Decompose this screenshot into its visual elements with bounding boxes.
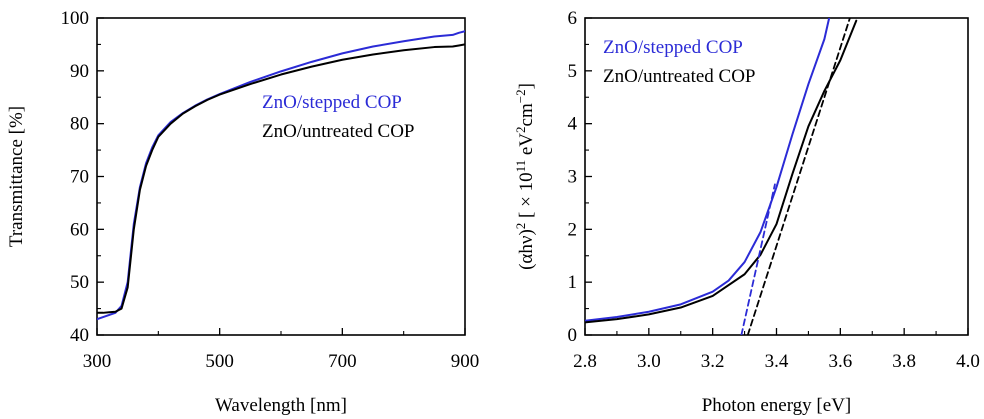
y-tick-label: 60: [70, 219, 89, 240]
y-tick-label: 3: [568, 167, 578, 188]
x-tick-label: 2.8: [573, 351, 597, 372]
fit-line-3: [746, 18, 851, 335]
x-tick-label: 300: [83, 351, 112, 372]
y-axis-title: (αhν)2 [ × 1011 eV2cm−2]: [513, 83, 538, 270]
y-axis-title: Transmittance [%]: [6, 106, 27, 247]
fit-line-2: [740, 183, 776, 335]
x-tick-label: 700: [328, 351, 357, 372]
legend-entry-0: ZnO/stepped COP: [262, 92, 402, 113]
y-tick-label: 4: [568, 114, 578, 135]
legend-entry-1: ZnO/untreated COP: [603, 66, 756, 87]
chart-tauc: 2.8 3.0 3.2 3.4 3.6 3.8 4.0 0 1 2 3 4 5 6 Photon energ…: [513, 8, 980, 416]
x-axis-title: Wavelength [nm]: [215, 395, 347, 416]
x-tick-label: 3.4: [765, 351, 789, 372]
x-tick-label: 3.0: [637, 351, 661, 372]
y-tick-label: 50: [70, 272, 89, 293]
y-tick-label: 100: [61, 8, 90, 29]
series-line-1: [585, 19, 858, 324]
chart-transmittance: 300 500 700 900 40 50 60 70 80 90 100 Wavelength [n…: [6, 8, 479, 416]
x-axis-title: Photon energy [eV]: [702, 395, 852, 416]
y-tick-label: 2: [568, 219, 578, 240]
y-tick-label: 80: [70, 114, 89, 135]
legend-entry-1: ZnO/untreated COP: [262, 121, 415, 142]
x-tick-label: 3.2: [701, 351, 725, 372]
y-tick-label: 5: [568, 61, 578, 82]
y-tick-label: 6: [568, 8, 578, 29]
y-tick-label: 0: [568, 325, 578, 346]
plot-frame: [96, 17, 466, 336]
x-tick-label: 900: [451, 351, 480, 372]
series-line-0: [585, 18, 831, 322]
y-tick-label: 70: [70, 167, 89, 188]
series-line-1: [97, 43, 465, 314]
legend-entry-0: ZnO/stepped COP: [603, 37, 743, 58]
y-tick-label: 1: [568, 272, 578, 293]
x-tick-label: 500: [205, 351, 234, 372]
y-tick-label: 40: [70, 325, 89, 346]
x-tick-label: 4.0: [956, 351, 980, 372]
x-tick-label: 3.6: [828, 351, 852, 372]
x-tick-label: 3.8: [892, 351, 916, 372]
y-tick-label: 90: [70, 61, 89, 82]
